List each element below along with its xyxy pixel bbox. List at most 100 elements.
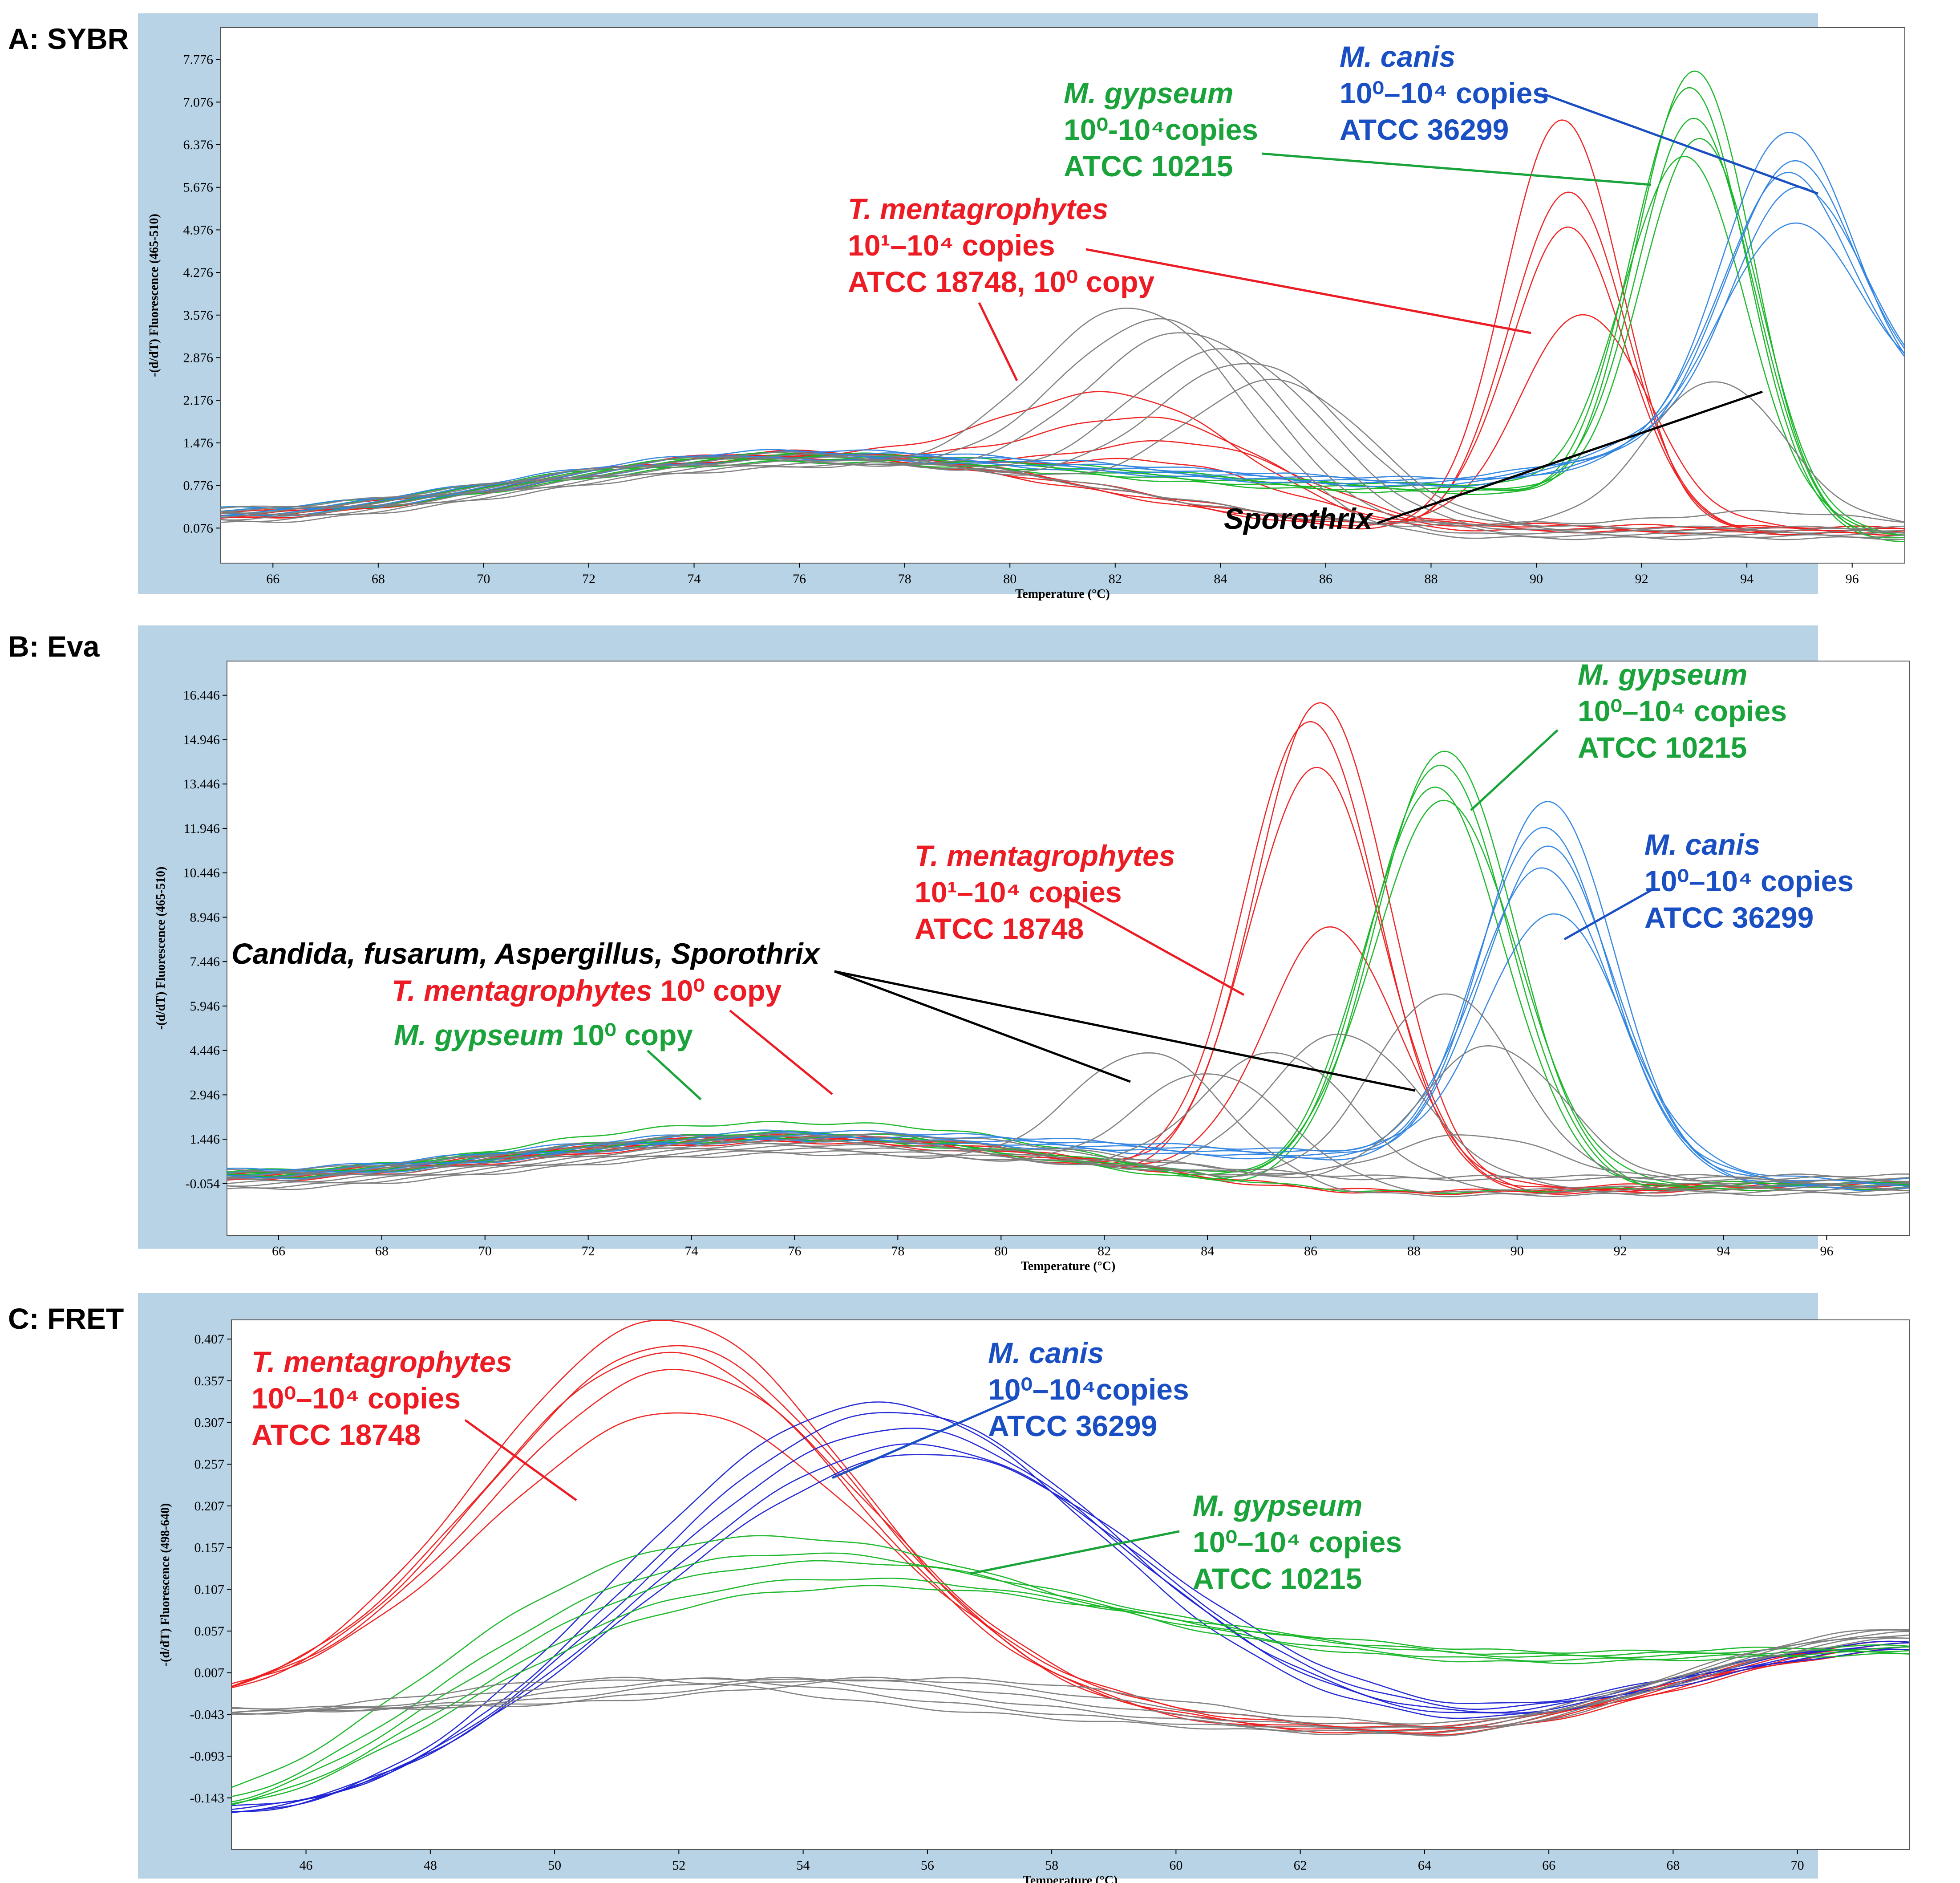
annotation-leader [834,970,1416,1092]
x-axis-label: Temperature (°C) [1021,1259,1116,1273]
annotation-text: M. gypseum [1064,77,1233,110]
x-tick-label: 60 [1169,1858,1182,1873]
annotation-leader [1261,152,1652,186]
x-tick-label: 52 [672,1858,685,1873]
series-line [227,913,1909,1182]
annotation-text: M. canis [1644,828,1760,861]
y-axis-label: -(d/dT) Fluorescence (465-510) [154,867,168,1030]
x-tick-label: 92 [1635,572,1648,586]
annotation-leader [832,1396,1017,1479]
y-tick-label: 5.946 [190,999,220,1014]
plot-area [231,1319,1910,1850]
annotation-leader [834,970,1131,1083]
curves [231,1320,1909,1814]
x-tick-label: 66 [266,572,279,586]
x-tick-label: 78 [891,1244,904,1258]
annotation: Sporothrix [1224,502,1373,535]
series-line [227,1034,1909,1190]
y-tick-label: 7.076 [183,95,214,110]
y-tick-label: 0.407 [194,1332,225,1347]
annotation-text: ATCC 18748, 10⁰ copy [848,265,1154,298]
annotation-text: ATCC 18748 [251,1418,421,1451]
y-tick-label: 7.446 [190,954,220,969]
series-line [227,1134,1909,1179]
series-line [220,451,1905,525]
y-tick-label: -0.143 [190,1791,225,1806]
annotation-leader [1085,248,1531,334]
annotation-text: 10⁰–10⁴ copies [251,1382,461,1415]
panel-A: A: SYBR 66 68 70 72 74 76 78 80 82 84 86 88 90 92 94 96 0… [8,13,1905,601]
x-tick-label: 58 [1045,1858,1058,1873]
annotation-text: M. canis [988,1336,1104,1369]
x-tick-label: 80 [994,1244,1008,1258]
annotation-leader [1377,390,1763,524]
y-tick-label: 0.057 [194,1624,225,1639]
x-tick-label: 48 [424,1858,437,1873]
series-line [227,801,1909,1191]
annotation: Candida, fusarum, Aspergillus, Sporothri… [231,937,821,970]
annotation-text: T. mentagrophytes 10⁰ copy [392,974,782,1007]
y-tick-label: 1.476 [183,436,214,450]
x-tick-label: 74 [685,1244,698,1258]
series-line [231,1629,1909,1725]
series-line [220,332,1905,536]
y-tick-label: 0.257 [194,1457,225,1472]
series-line [231,1560,1909,1802]
x-axis-label: Temperature (°C) [1023,1874,1118,1883]
y-tick-label: 2.946 [190,1088,220,1102]
x-tick-label: 86 [1319,572,1332,586]
series-line [220,138,1905,536]
x-tick-label: 74 [688,572,701,586]
x-tick-label: 90 [1510,1244,1524,1258]
series-line [220,318,1905,538]
annotation-text: 10⁰-10⁴copies [1064,113,1258,146]
x-tick-label: 64 [1418,1858,1431,1873]
annotation-text: 10⁰–10⁴copies [988,1373,1189,1406]
y-tick-label: 8.946 [190,910,220,925]
annotation-leader [1563,889,1652,941]
series-line [231,1578,1909,1806]
annotation-text: ATCC 36299 [1340,113,1509,146]
annotation-leader [978,302,1018,381]
panel-C: C: FRET 46 48 50 52 54 56 58 60 62 64 66 68 70 -0.143 -… [8,1293,1910,1883]
series-line [231,1634,1909,1733]
annotation-text: 10¹–10⁴ copies [915,876,1122,909]
x-tick-label: 50 [548,1858,561,1873]
x-tick-label: 78 [898,572,911,586]
curves [220,70,1905,542]
annotation-rest: 10⁰ copy [563,1019,693,1051]
annotation-leader [970,1530,1180,1575]
series-line [227,993,1909,1187]
y-tick-label: 0.776 [183,479,214,493]
series-line [231,1535,1909,1788]
annotation-text: T. mentagrophytes [915,839,1175,872]
series-line [231,1320,1909,1736]
y-tick-label: 14.946 [183,732,220,747]
y-tick-label: 7.776 [183,53,214,67]
y-tick-label: 13.446 [183,777,220,791]
annotation-text: ATCC 18748 [915,912,1084,945]
x-tick-label: 96 [1820,1244,1833,1258]
annotation-text: 10⁰–10⁴ copies [1193,1526,1402,1558]
x-tick-label: 68 [375,1244,389,1258]
x-tick-label: 70 [1791,1858,1804,1873]
y-tick-label: 16.446 [183,688,220,703]
annotation-text: T. mentagrophytes [251,1345,512,1378]
x-tick-label: 88 [1407,1244,1421,1258]
annotation-text: 10⁰–10⁴ copies [1578,694,1787,727]
y-tick-label: 1.446 [190,1132,220,1147]
series-line [231,1552,1909,1798]
x-tick-label: 94 [1740,572,1753,586]
annotation-rest: 10⁰ copy [652,974,782,1007]
x-tick-label: 92 [1614,1244,1627,1258]
plot-area [227,661,1910,1236]
y-tick-label: -0.043 [190,1707,225,1722]
y-tick-label: 4.446 [190,1043,220,1058]
annotation-leader [729,1010,833,1095]
x-tick-label: 88 [1424,572,1438,586]
